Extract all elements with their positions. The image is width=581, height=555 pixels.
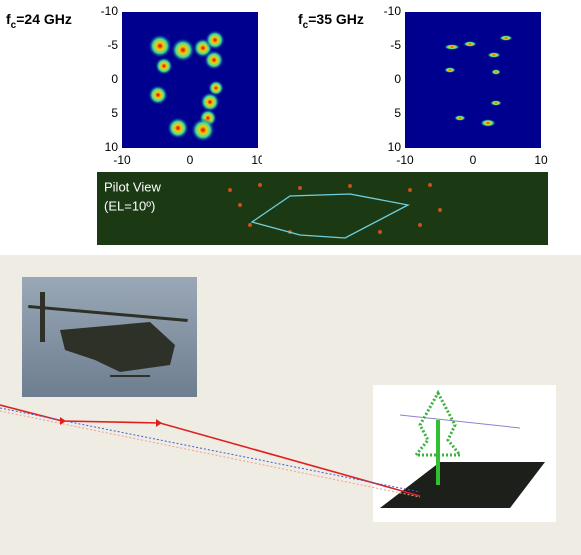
- y-tick-label: -10: [384, 4, 402, 18]
- y-tick-label: -5: [107, 38, 118, 52]
- heatmap: [405, 12, 541, 148]
- heatmap: [122, 12, 258, 148]
- y-tick-label: 0: [111, 72, 118, 86]
- x-tick-label: -10: [396, 153, 414, 167]
- tree-trunk: [436, 420, 440, 485]
- pilot-view-title: Pilot View: [104, 179, 161, 194]
- figure: fc=24 GHz-10-50510-10010fc=35 GHz-10-505…: [0, 0, 581, 555]
- y-tick-label: 0: [394, 72, 401, 86]
- y-tick-label: 5: [111, 106, 118, 120]
- x-tick-label: 0: [187, 153, 194, 167]
- pilot-view-elevation: (EL=10º): [104, 198, 155, 213]
- y-tick-label: 5: [394, 106, 401, 120]
- x-tick-label: -10: [113, 153, 131, 167]
- page: fc=24 GHz-10-50510-10010fc=35 GHz-10-505…: [0, 0, 581, 555]
- x-tick-label: 0: [470, 153, 477, 167]
- title-part: =24 GHz: [16, 11, 72, 27]
- title-part: =35 GHz: [308, 11, 364, 27]
- y-tick-label: -10: [101, 4, 119, 18]
- y-tick-label: -5: [390, 38, 401, 52]
- y-tick-label: 10: [388, 140, 402, 154]
- y-tick-label: 10: [105, 140, 119, 154]
- pilot-view-panel: [97, 172, 548, 245]
- x-tick-label: 10: [534, 153, 548, 167]
